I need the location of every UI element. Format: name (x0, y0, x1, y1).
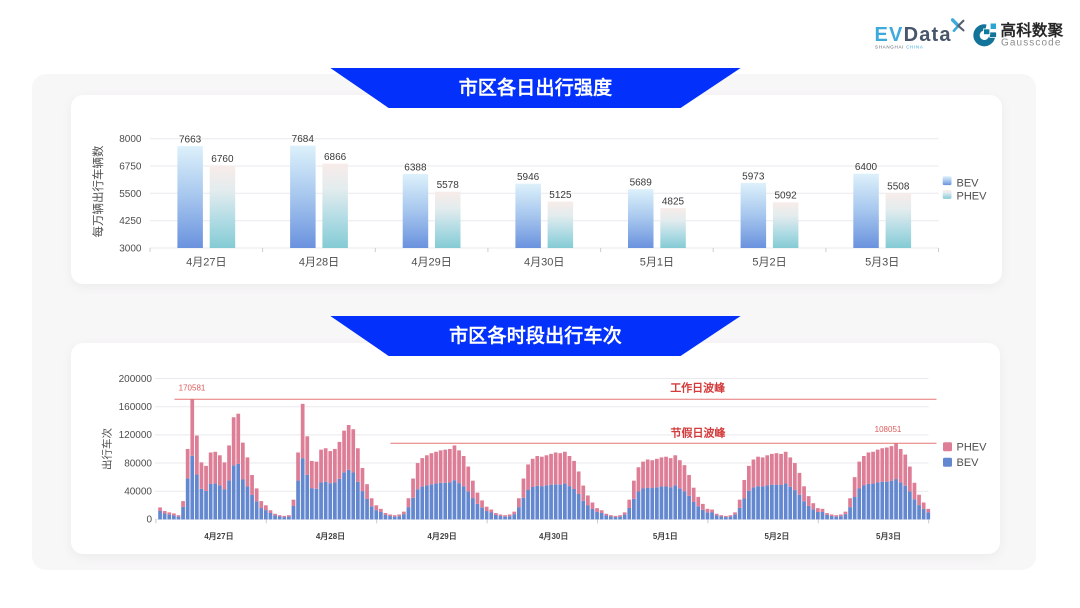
svg-text:EVData: EVData (875, 24, 952, 46)
svg-text:Gausscode: Gausscode (1001, 37, 1062, 48)
svg-text:高科数聚: 高科数聚 (1001, 20, 1064, 39)
svg-text:SHANGHAI CHINA: SHANGHAI CHINA (875, 44, 924, 49)
